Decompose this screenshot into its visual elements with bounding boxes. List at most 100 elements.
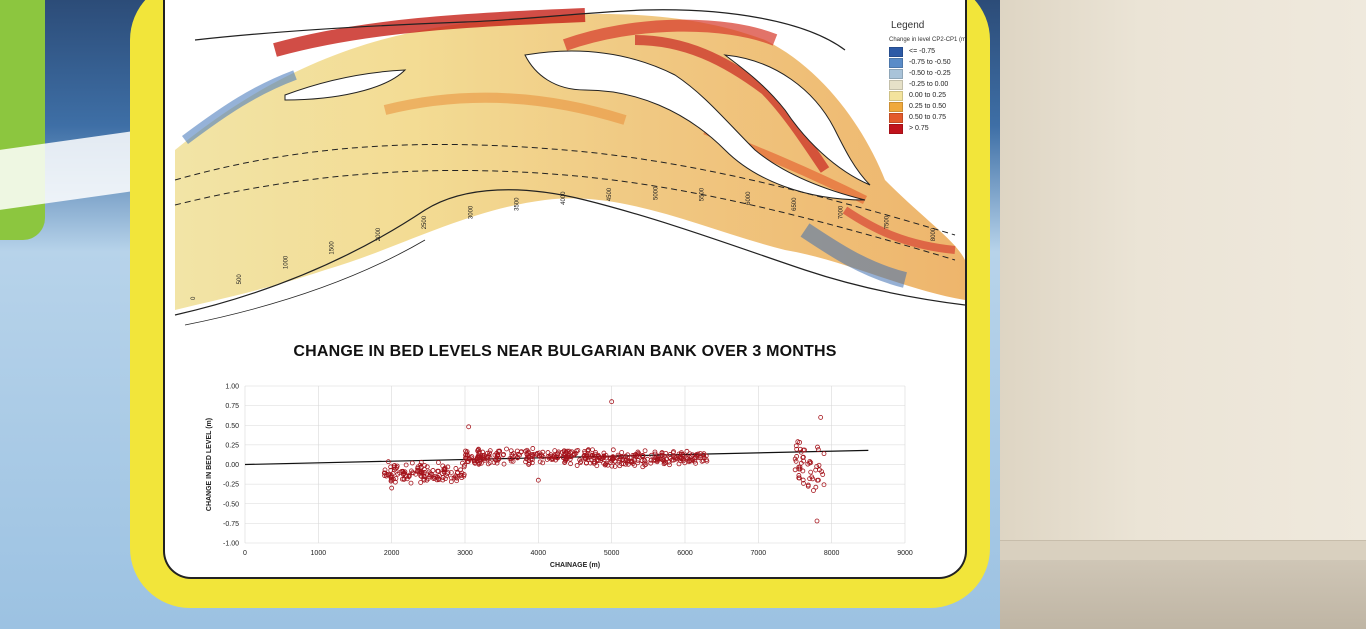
data-point	[798, 460, 804, 466]
data-point	[797, 466, 803, 472]
legend-label: 0.50 to 0.75	[909, 114, 946, 121]
data-point	[487, 450, 493, 456]
data-point	[800, 468, 806, 474]
data-point	[453, 466, 459, 471]
data-point	[687, 451, 693, 457]
map-chainage-label: 2500	[422, 215, 428, 229]
data-point	[426, 469, 432, 475]
legend-swatch	[889, 57, 903, 68]
data-point	[487, 448, 493, 454]
y-tick-label: 0.25	[225, 442, 239, 449]
data-point	[619, 450, 625, 455]
data-point	[389, 476, 394, 482]
data-point	[403, 462, 409, 468]
legend-swatch	[889, 123, 903, 134]
legend-label: -0.25 to 0.00	[909, 81, 949, 88]
data-point	[585, 447, 591, 453]
map-chainage-label: 1000	[284, 255, 290, 269]
data-point	[436, 473, 442, 479]
data-point	[540, 449, 546, 455]
x-tick-label: 0	[243, 550, 247, 557]
data-point	[682, 460, 688, 466]
map-chainage-label: 3000	[469, 205, 475, 219]
data-point	[448, 475, 454, 481]
data-point	[652, 449, 658, 455]
trend-line	[244, 449, 869, 466]
legend-item: > 0.75	[889, 123, 965, 134]
data-point	[480, 454, 485, 460]
data-point	[419, 470, 424, 476]
data-point	[494, 460, 500, 466]
data-point	[509, 453, 515, 459]
data-point	[427, 470, 433, 476]
data-point	[648, 460, 654, 466]
legend-swatch	[889, 68, 903, 79]
data-point	[453, 474, 459, 480]
data-point	[635, 457, 641, 463]
data-point	[642, 448, 648, 454]
data-point	[464, 449, 470, 455]
data-point	[442, 465, 448, 471]
y-tick-label: -0.50	[223, 501, 239, 508]
map-chainage-label: 0	[191, 296, 197, 300]
data-point	[467, 456, 473, 462]
chart-svg: 0 1000 2000 3000 4000 5000 6000 7000 8000 9000 1.0…	[206, 384, 913, 570]
legend-item: 0.25 to 0.50	[889, 101, 965, 112]
map-chainage-label: 500	[237, 274, 243, 285]
data-point	[818, 415, 824, 420]
data-point	[408, 480, 414, 486]
data-point	[476, 454, 482, 460]
legend-item: 0.00 to 0.25	[889, 90, 965, 101]
legend-swatch	[889, 90, 903, 101]
data-point	[466, 424, 472, 430]
x-axis-label: CHAINAGE (m)	[550, 562, 600, 569]
data-point	[612, 464, 618, 469]
data-point	[663, 456, 669, 462]
data-point	[385, 459, 391, 465]
data-point	[578, 458, 584, 464]
data-point	[530, 446, 536, 451]
legend-label: -0.50 to -0.25	[909, 70, 951, 77]
data-point	[796, 473, 802, 478]
data-point	[495, 453, 501, 459]
data-point	[459, 470, 465, 476]
data-point	[805, 461, 811, 467]
data-point	[492, 452, 498, 458]
data-point	[620, 454, 626, 460]
data-point	[472, 460, 478, 466]
data-point	[565, 454, 570, 460]
data-point	[632, 462, 638, 468]
data-point	[393, 476, 399, 481]
data-point	[607, 455, 613, 461]
data-point	[582, 453, 588, 458]
data-point	[404, 473, 410, 479]
data-point	[440, 475, 446, 480]
data-point	[671, 457, 676, 463]
data-point	[510, 451, 516, 456]
data-point	[821, 482, 827, 488]
data-point	[808, 469, 814, 475]
data-point	[609, 463, 615, 469]
data-point	[794, 446, 800, 452]
map-chainage-label: 8000	[931, 227, 937, 241]
data-point	[459, 475, 465, 481]
data-point	[409, 460, 415, 466]
data-point	[510, 458, 516, 464]
x-tick-label: 3000	[457, 550, 473, 557]
legend-label: -0.75 to -0.50	[909, 59, 951, 66]
data-point	[596, 458, 601, 463]
data-point	[793, 458, 799, 464]
data-point	[601, 453, 607, 459]
data-point	[471, 460, 477, 465]
data-point	[687, 457, 693, 463]
legend-title: Legend	[891, 20, 925, 31]
data-point	[472, 458, 478, 463]
map-chainage-label: 7000	[839, 205, 845, 219]
legend-items: <= -0.75 -0.75 to -0.50 -0.50 to -0.25 -0.2…	[885, 46, 965, 134]
data-point	[820, 472, 826, 477]
data-point	[693, 452, 699, 458]
floor	[995, 560, 1366, 629]
data-point	[389, 485, 395, 491]
data-point	[443, 476, 448, 482]
data-point	[610, 447, 616, 453]
